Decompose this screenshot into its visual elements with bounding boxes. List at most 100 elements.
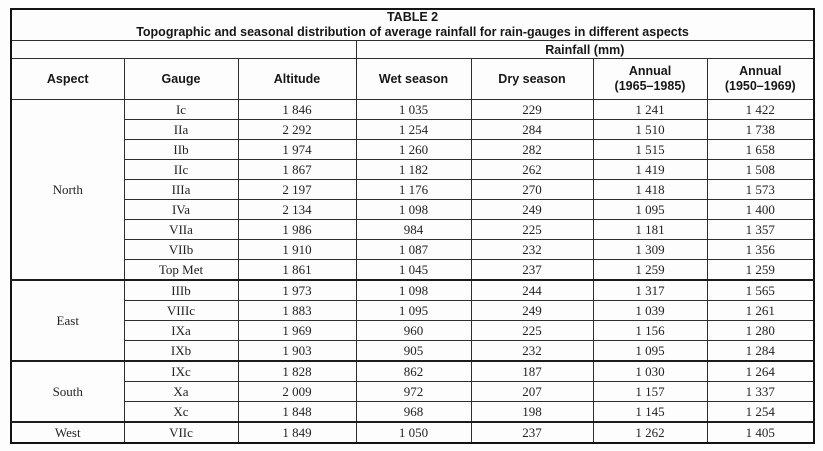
cell-gauge: Top Met	[123, 259, 239, 281]
table-title: TABLE 2 Topographic and seasonal distrib…	[10, 8, 815, 41]
cell-dry-season: 284	[470, 119, 594, 140]
cell-annual-1950-1969: 1 573	[706, 179, 815, 200]
cell-wet-season: 1 254	[355, 119, 472, 140]
cell-dry-season: 225	[470, 320, 594, 341]
cell-wet-season: 1 050	[355, 421, 472, 444]
cell-annual-1965-1985: 1 510	[592, 119, 708, 140]
cell-altitude: 1 849	[237, 421, 357, 444]
cell-annual-1950-1969: 1 405	[706, 421, 815, 444]
cell-wet-season: 1 035	[355, 99, 472, 120]
cell-gauge: VIIc	[123, 421, 239, 444]
table-row: North Ic 1 846 1 035 229 1 241 1 422	[10, 99, 815, 281]
cell-annual-1965-1985: 1 039	[592, 300, 708, 321]
col-header-annual-1965-1985: Annual (1965–1985)	[592, 58, 708, 100]
rainfall-span-header: Rainfall (mm)	[355, 40, 815, 59]
cell-gauge: Xa	[123, 381, 239, 402]
title-row: TABLE 2 Topographic and seasonal distrib…	[10, 8, 815, 41]
table-row: VIIb 1 910 1 087 232 1 309 1 356	[11, 239, 815, 260]
col-header-wet-season: Wet season	[355, 58, 472, 100]
table-row: IIc 1 867 1 182 262 1 419 1 508	[11, 159, 815, 180]
cell-gauge: IIIa	[123, 179, 239, 200]
table-row: South IXc 1 828 862 187 1 030 1 264	[10, 360, 815, 423]
cell-annual-1950-1969: 1 337	[706, 381, 815, 402]
cell-annual-1965-1985: 1 241	[592, 99, 708, 120]
table-row: East IIIb 1 973 1 098 244 1 317 1 565	[10, 279, 815, 362]
cell-gauge: IXa	[123, 320, 239, 341]
cell-wet-season: 1 098	[355, 279, 472, 301]
table-row: IXb 1 903 905 232 1 095 1 284	[11, 340, 815, 362]
cell-annual-1950-1969: 1 259	[706, 259, 815, 281]
table-row: IXa 1 969 960 225 1 156 1 280	[11, 320, 815, 341]
cell-altitude: 2 292	[237, 119, 357, 140]
cell-wet-season: 1 045	[355, 259, 472, 281]
cell-annual-1965-1985: 1 156	[592, 320, 708, 341]
cell-altitude: 1 986	[237, 219, 357, 240]
col-header-annual-1950-1969: Annual (1950–1969)	[706, 58, 815, 100]
blank-span-cell	[10, 40, 357, 59]
cell-wet-season: 905	[355, 340, 472, 362]
col-header-annual-a-line2: (1965–1985)	[614, 79, 686, 93]
cell-wet-season: 1 176	[355, 179, 472, 200]
cell-wet-season: 1 260	[355, 139, 472, 160]
table-row: IIIa 2 197 1 176 270 1 418 1 573	[11, 179, 815, 200]
cell-annual-1950-1969: 1 254	[706, 401, 815, 423]
cell-aspect: North	[10, 99, 125, 281]
table-row: VIIa 1 986 984 225 1 181 1 357	[11, 219, 815, 240]
table-row: West VIIc 1 849 1 050 237 1 262 1 405	[10, 421, 815, 444]
cell-wet-season: 1 182	[355, 159, 472, 180]
cell-annual-1965-1985: 1 095	[592, 340, 708, 362]
table-row: Xa 2 009 972 207 1 157 1 337	[11, 381, 815, 402]
cell-annual-1965-1985: 1 262	[592, 421, 708, 444]
cell-altitude: 1 973	[237, 279, 357, 301]
cell-gauge: IXb	[123, 340, 239, 362]
cell-dry-season: 232	[470, 340, 594, 362]
cell-dry-season: 262	[470, 159, 594, 180]
cell-altitude: 1 867	[237, 159, 357, 180]
cell-wet-season: 1 098	[355, 199, 472, 220]
table-body: North Ic 1 846 1 035 229 1 241 1 422 IIa 2 292 1 …	[10, 99, 815, 444]
cell-dry-season: 232	[470, 239, 594, 260]
cell-gauge: VIIb	[123, 239, 239, 260]
table-row: Top Met 1 861 1 045 237 1 259 1 259	[11, 259, 815, 281]
cell-annual-1965-1985: 1 515	[592, 139, 708, 160]
col-header-annual-a-line1: Annual	[628, 64, 672, 78]
cell-dry-season: 237	[470, 421, 594, 444]
table-title-caption: Topographic and seasonal distribution of…	[136, 25, 689, 39]
cell-annual-1950-1969: 1 280	[706, 320, 815, 341]
cell-altitude: 1 910	[237, 239, 357, 260]
rainfall-table: TABLE 2 Topographic and seasonal distrib…	[10, 8, 816, 444]
cell-dry-season: 249	[470, 199, 594, 220]
table-row: Xc 1 848 968 198 1 145 1 254	[11, 401, 815, 423]
cell-annual-1965-1985: 1 317	[592, 279, 708, 301]
cell-dry-season: 244	[470, 279, 594, 301]
cell-wet-season: 1 087	[355, 239, 472, 260]
cell-dry-season: 249	[470, 300, 594, 321]
cell-annual-1950-1969: 1 738	[706, 119, 815, 140]
cell-aspect: South	[10, 360, 125, 423]
cell-altitude: 1 846	[237, 99, 357, 120]
cell-annual-1965-1985: 1 419	[592, 159, 708, 180]
cell-annual-1950-1969: 1 508	[706, 159, 815, 180]
cell-dry-season: 229	[470, 99, 594, 120]
cell-altitude: 1 974	[237, 139, 357, 160]
table-row: IIb 1 974 1 260 282 1 515 1 658	[11, 139, 815, 160]
cell-altitude: 2 197	[237, 179, 357, 200]
column-header-row: Aspect Gauge Altitude Wet season Dry sea…	[10, 58, 815, 100]
cell-gauge: IIa	[123, 119, 239, 140]
cell-altitude: 1 969	[237, 320, 357, 341]
cell-annual-1950-1969: 1 356	[706, 239, 815, 260]
cell-annual-1965-1985: 1 157	[592, 381, 708, 402]
cell-annual-1950-1969: 1 422	[706, 99, 815, 120]
cell-gauge: IXc	[123, 360, 239, 382]
cell-altitude: 2 134	[237, 199, 357, 220]
cell-wet-season: 984	[355, 219, 472, 240]
span-header-row: Rainfall (mm)	[10, 40, 815, 59]
col-header-dry-season: Dry season	[470, 58, 594, 100]
cell-annual-1965-1985: 1 030	[592, 360, 708, 382]
cell-annual-1965-1985: 1 309	[592, 239, 708, 260]
col-header-annual-b-line1: Annual	[739, 64, 782, 78]
cell-aspect: East	[10, 279, 125, 362]
cell-dry-season: 207	[470, 381, 594, 402]
col-header-altitude: Altitude	[237, 58, 357, 100]
cell-wet-season: 960	[355, 320, 472, 341]
